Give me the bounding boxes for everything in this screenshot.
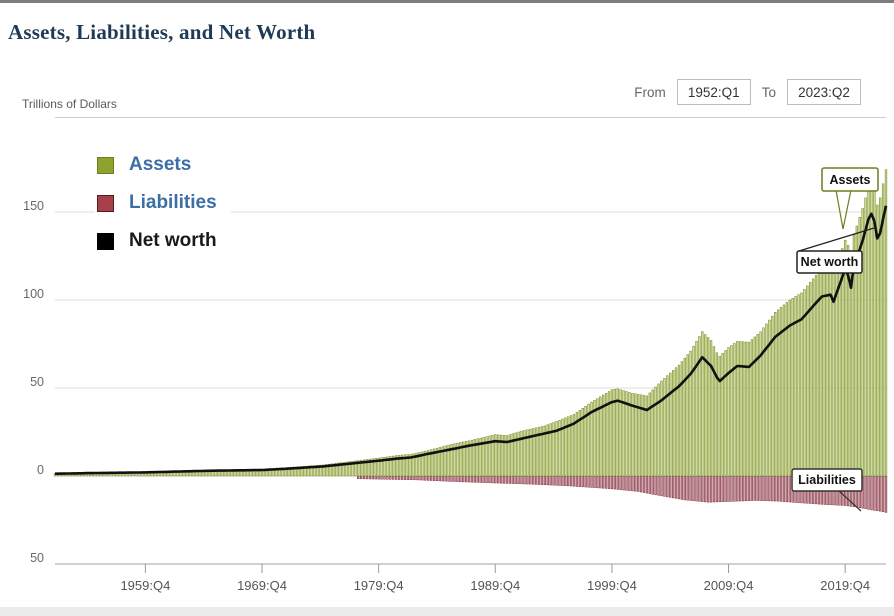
svg-text:150: 150: [23, 199, 44, 213]
svg-text:1969:Q4: 1969:Q4: [237, 578, 287, 593]
svg-text:2019:Q4: 2019:Q4: [820, 578, 870, 593]
legend-label-liabilities: Liabilities: [129, 192, 217, 213]
svg-text:1959:Q4: 1959:Q4: [120, 578, 170, 593]
date-range-controls: From To: [634, 79, 861, 105]
assets-swatch-icon: [97, 156, 114, 174]
callout-liabilities[interactable]: Liabilities: [791, 468, 863, 512]
svg-text:Net worth: Net worth: [801, 255, 859, 269]
svg-text:Assets: Assets: [830, 173, 871, 187]
legend-label-assets: Assets: [129, 154, 192, 175]
callout-assets[interactable]: Assets: [821, 167, 879, 230]
legend-label-networth: Net worth: [129, 230, 217, 251]
legend: Assets Liabilities Net worth: [95, 149, 231, 257]
svg-text:50: 50: [30, 375, 44, 389]
svg-text:0: 0: [37, 463, 44, 477]
header-divider: [55, 117, 886, 118]
from-label: From: [634, 84, 666, 100]
page-title: Assets, Liabilities, and Net Worth: [8, 20, 316, 45]
legend-item-assets[interactable]: Assets: [97, 153, 217, 177]
networth-swatch-icon: [97, 232, 114, 250]
legend-item-liabilities[interactable]: Liabilities: [97, 191, 217, 215]
bottom-page-strip: [0, 607, 894, 616]
legend-item-networth[interactable]: Net worth: [97, 229, 217, 253]
svg-text:Liabilities: Liabilities: [798, 473, 856, 487]
networth-line: [55, 205, 888, 475]
svg-text:1979:Q4: 1979:Q4: [354, 578, 404, 593]
svg-text:50: 50: [30, 551, 44, 565]
svg-text:100: 100: [23, 287, 44, 301]
svg-text:1999:Q4: 1999:Q4: [587, 578, 637, 593]
from-date-input[interactable]: [676, 79, 751, 105]
window-top-border: [0, 0, 894, 3]
assets-bars: [53, 169, 888, 477]
svg-text:2009:Q4: 2009:Q4: [704, 578, 754, 593]
to-label: To: [761, 84, 776, 100]
x-axis: 1959:Q4 1969:Q4 1979:Q4 1989:Q4 1999:Q4 2009:…: [55, 563, 886, 593]
to-date-input[interactable]: [787, 79, 861, 105]
y-axis-unit-label: Trillions of Dollars: [22, 97, 117, 111]
liabilities-swatch-icon: [97, 194, 114, 212]
callout-net-worth[interactable]: Net worth: [796, 227, 875, 274]
svg-text:1989:Q4: 1989:Q4: [470, 578, 520, 593]
